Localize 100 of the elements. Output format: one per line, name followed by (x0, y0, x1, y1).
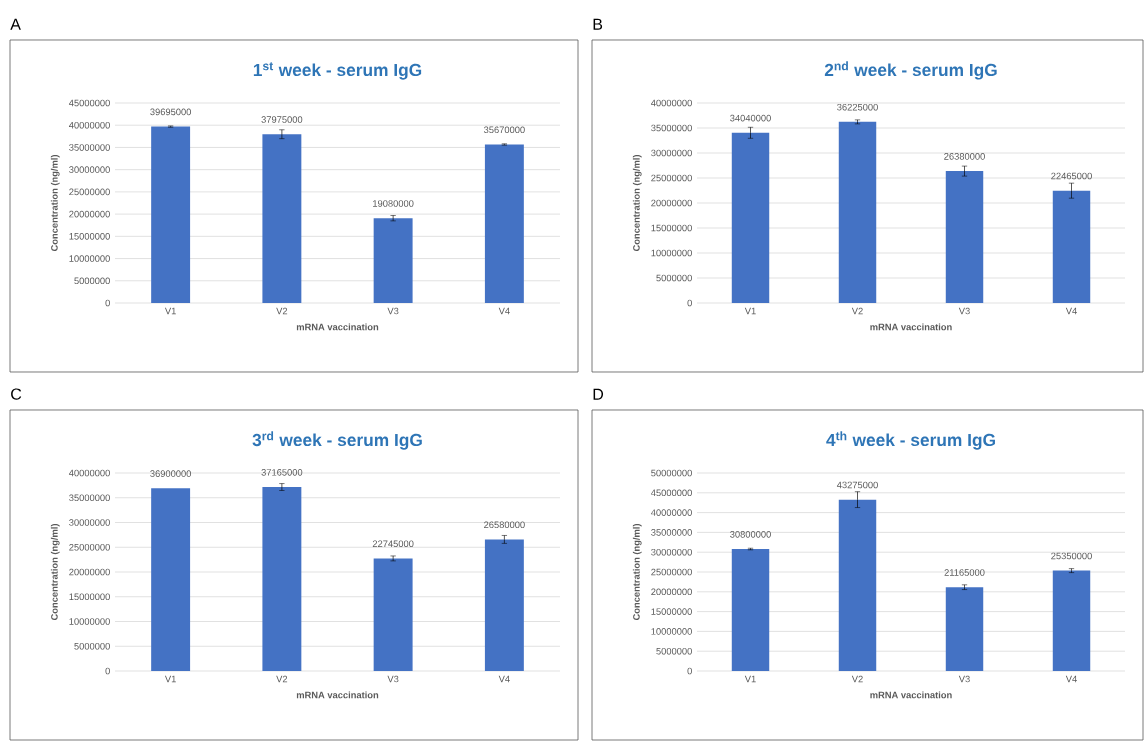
y-tick-label: 40000000 (68, 121, 110, 129)
bar (945, 171, 984, 303)
bar (1052, 570, 1091, 671)
bar (373, 218, 413, 303)
data-label: 37165000 (261, 469, 303, 476)
data-label: 25350000 (1051, 552, 1092, 560)
x-tick-label: V4 (1065, 307, 1077, 315)
y-tick-label: 0 (687, 299, 692, 307)
y-tick-label: 30000000 (651, 548, 692, 556)
y-axis-title: Concentration (ng/ml) (632, 524, 642, 621)
y-tick-label: 40000000 (650, 99, 692, 107)
y-tick-label: 5000000 (656, 274, 692, 282)
bar (484, 144, 524, 303)
y-tick-label: 30000000 (69, 166, 110, 173)
y-tick-label: 45000000 (650, 489, 692, 497)
y-tick-label: 25000000 (69, 188, 110, 196)
x-tick-label: V2 (851, 675, 863, 683)
y-tick-label: 20000000 (69, 568, 110, 576)
y-tick-label: 0 (687, 667, 692, 675)
x-tick-label: V4 (498, 675, 510, 683)
bar (1052, 190, 1091, 303)
data-label: 36900000 (150, 470, 192, 477)
y-tick-label: 50000000 (651, 469, 692, 477)
y-axis-title: Concentration (ng/ml) (632, 154, 642, 252)
y-tick-label: 10000000 (69, 618, 110, 625)
data-label: 30800000 (730, 531, 771, 538)
y-tick-label: 25000000 (69, 543, 110, 551)
y-tick-label: 0 (105, 299, 110, 307)
x-tick-label: V2 (276, 307, 288, 315)
chart-title: 4$^{th}$ week - serum IgG (826, 431, 995, 450)
data-label: 43275000 (836, 481, 878, 489)
y-axis-title: Concentration (ng/ml) (50, 154, 60, 252)
text: B (593, 18, 603, 30)
bar (262, 134, 302, 303)
y-tick-label: 35000000 (69, 494, 110, 502)
y-tick-label: 15000000 (69, 233, 110, 240)
y-tick-label: 5000000 (656, 647, 692, 655)
y-tick-label: 10000000 (651, 628, 692, 635)
y-tick-label: 30000000 (651, 149, 692, 157)
bar (373, 558, 413, 671)
data-label: 26580000 (484, 521, 525, 529)
x-tick-label: V4 (498, 307, 510, 315)
x-tick-label: V2 (851, 307, 863, 315)
bar (731, 132, 770, 303)
data-label: 35670000 (483, 126, 525, 134)
x-axis-title: mRNA vaccination (870, 323, 952, 331)
data-label: 21165000 (944, 569, 985, 576)
y-tick-label: 35000000 (651, 124, 692, 132)
data-label: 37975000 (261, 116, 303, 123)
data-label: 34040000 (730, 114, 771, 122)
y-tick-label: 35000000 (651, 529, 692, 536)
x-axis-title: mRNA vaccination (296, 323, 379, 331)
x-tick-label: V3 (958, 675, 970, 683)
bar (838, 121, 877, 303)
text: A (10, 18, 21, 30)
data-label: 22745000 (372, 540, 414, 548)
y-tick-label: 5000000 (74, 277, 110, 285)
y-tick-label: 15000000 (651, 608, 692, 615)
x-tick-label: V1 (744, 675, 756, 683)
y-tick-label: 20000000 (651, 199, 692, 207)
x-tick-label: V1 (164, 307, 176, 315)
x-tick-label: V4 (1065, 675, 1077, 683)
x-tick-label: V3 (387, 675, 399, 683)
text: D (593, 388, 604, 400)
y-tick-label: 25000000 (651, 174, 692, 182)
text: C (11, 388, 22, 400)
x-tick-label: V2 (276, 675, 288, 683)
y-tick-label: 25000000 (651, 568, 692, 576)
data-label: 19080000 (373, 200, 414, 207)
data-label: 39695000 (150, 108, 192, 116)
y-tick-label: 0 (105, 667, 110, 675)
y-axis-title: Concentration (ng/ml) (50, 524, 60, 621)
chart-title: 3$^{rd}$ week - serum IgG (252, 431, 422, 450)
x-tick-label: V3 (958, 307, 970, 315)
y-tick-label: 20000000 (651, 588, 692, 596)
x-tick-label: V1 (744, 307, 756, 315)
bar (151, 126, 191, 303)
chart-title: 1$^{st}$ week - serum IgG (253, 62, 422, 80)
data-label: 22465000 (1051, 172, 1092, 180)
data-label: 36225000 (837, 103, 878, 111)
bar (731, 549, 770, 671)
y-tick-label: 10000000 (651, 249, 692, 257)
bar (262, 487, 302, 671)
bar (945, 587, 984, 671)
y-tick-label: 40000000 (68, 469, 110, 477)
y-tick-label: 10000000 (69, 255, 110, 262)
y-tick-label: 40000000 (650, 509, 692, 516)
y-tick-label: 5000000 (74, 642, 110, 650)
data-label: 26380000 (944, 153, 985, 160)
y-tick-label: 45000000 (68, 99, 110, 107)
x-axis-title: mRNA vaccination (296, 691, 379, 699)
y-tick-label: 30000000 (69, 519, 110, 526)
chart-title: 2$^{nd}$ week - serum IgG (824, 61, 997, 80)
bar (151, 488, 191, 671)
y-tick-label: 35000000 (69, 144, 110, 151)
x-tick-label: V3 (387, 307, 399, 315)
y-tick-label: 15000000 (69, 593, 110, 601)
x-tick-label: V1 (164, 675, 176, 683)
bar (838, 499, 877, 671)
y-tick-label: 15000000 (651, 224, 692, 232)
